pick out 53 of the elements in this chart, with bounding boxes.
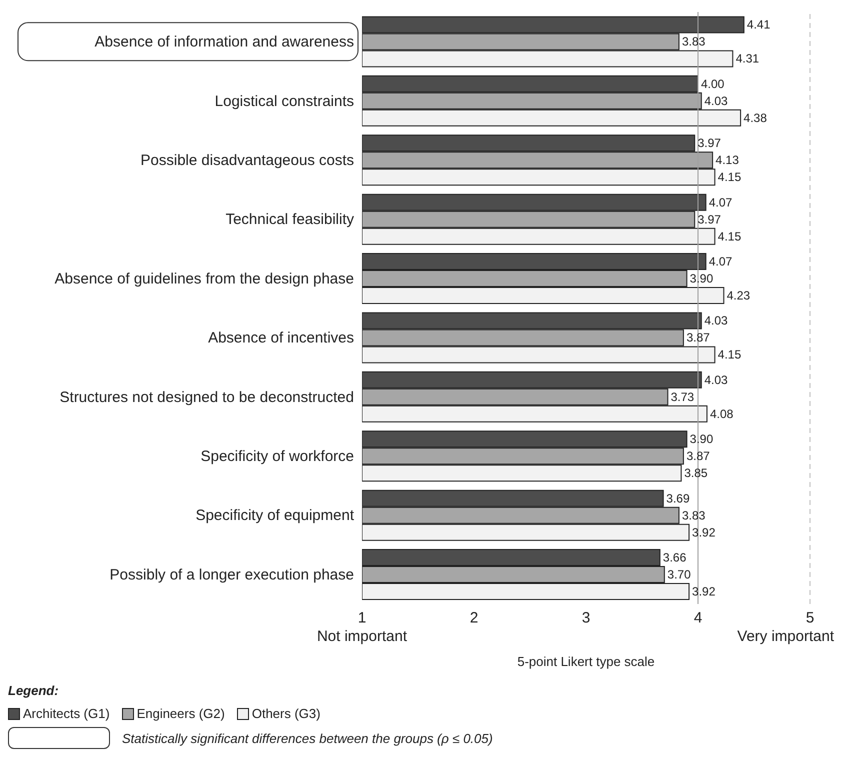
y-tick-label: Structures not designed to be deconstructed [60, 388, 354, 406]
text: Statistically significant differences between the groups (ρ ≤ 0.05) [122, 730, 493, 746]
x-tick-label: 3 [582, 610, 590, 627]
x-tick-label: 4 [694, 610, 702, 627]
data-label: 4.15 [718, 229, 742, 244]
data-label: 4.00 [701, 76, 725, 91]
data-label: 3.83 [682, 34, 706, 49]
legend-label: Architects (G1) [22, 706, 110, 721]
data-label: 3.85 [684, 466, 708, 480]
data-label: 4.15 [718, 170, 742, 184]
data-label: 4.31 [736, 52, 760, 66]
legend-title: Legend: [8, 683, 60, 698]
data-label: 4.41 [746, 18, 771, 32]
data-label: 4.07 [708, 254, 733, 269]
data-label: 3.87 [686, 330, 710, 345]
data-label: 3.83 [682, 508, 706, 522]
y-tick-label: Specificity of equipment [196, 507, 355, 524]
data-label: 3.97 [698, 136, 722, 150]
data-label: 3.66 [662, 550, 687, 565]
data-label: 3.70 [667, 568, 692, 582]
legend-label: Engineers (G2) [136, 706, 225, 721]
data-label: 4.23 [726, 288, 750, 303]
y-tick-label: Absence of incentives [208, 330, 354, 347]
data-label: 3.73 [670, 390, 694, 404]
data-label: 3.87 [686, 449, 710, 464]
data-label: 3.97 [698, 212, 722, 226]
x-tick-label: 2 [470, 610, 478, 627]
y-tick-label: Logistical constraints [214, 92, 354, 110]
x-tick-label: 1 [358, 610, 366, 627]
data-label: 4.38 [744, 110, 768, 125]
data-label: 3.69 [666, 491, 690, 506]
data-label: 3.92 [692, 584, 716, 599]
y-tick-label: Absence of information and awareness [94, 34, 354, 51]
data-label: 4.08 [710, 406, 734, 421]
data-label: 4.03 [704, 94, 728, 108]
y-tick-label: Absence of guidelines from the design phase [54, 270, 354, 288]
x-axis-title: 5-point Likert type scale [516, 654, 656, 669]
y-tick-label: Technical feasibility [226, 211, 354, 228]
legend-label: Others (G3) [250, 706, 320, 721]
text: Not important [316, 628, 408, 645]
y-tick-label: Possible disadvantageous costs [140, 152, 354, 169]
data-label: 4.13 [716, 153, 740, 168]
data-label: 3.90 [690, 432, 714, 446]
data-label: 4.03 [704, 372, 728, 387]
y-tick-label: Specificity of workforce [200, 448, 354, 465]
data-label: 3.90 [690, 272, 714, 286]
data-label: 4.15 [718, 348, 742, 362]
y-tick-label: Possibly of a longer execution phase [110, 566, 354, 584]
x-tick-label: 5 [806, 610, 814, 627]
data-label: 4.03 [704, 314, 728, 328]
text: Very important [736, 628, 834, 645]
data-label: 3.92 [692, 525, 716, 540]
data-label: 4.07 [708, 195, 733, 210]
